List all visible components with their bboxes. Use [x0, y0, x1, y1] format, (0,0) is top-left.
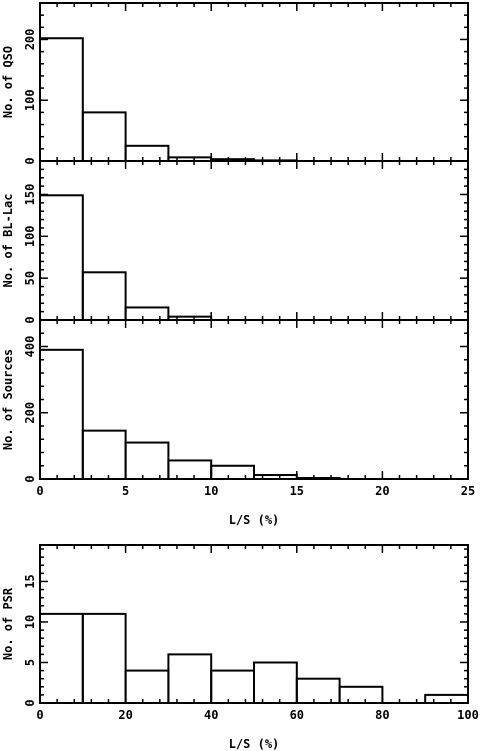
panel-2: 0 50 100 150 No. of BL-Lac [1, 160, 469, 324]
y-tick-label: 200 [23, 29, 37, 51]
y-tick-label: 400 [23, 336, 37, 358]
x-tick-label: 25 [461, 484, 475, 498]
y-tick-label: 100 [23, 89, 37, 111]
histogram-bar [210, 669, 255, 704]
y-tick-label: 0 [23, 699, 37, 706]
histogram-bar [210, 464, 255, 480]
y-axis-label: No. of PSR [1, 587, 15, 660]
y-tick-label: 0 [23, 157, 37, 164]
histogram-bar [81, 111, 127, 162]
histogram-bar [39, 194, 84, 322]
y-axis-label: No. of Sources [1, 349, 15, 450]
y-tick-label: 0 [23, 316, 37, 323]
histogram-bar [424, 693, 470, 705]
histogram-bar [167, 459, 213, 481]
y-tick-label: 200 [23, 402, 37, 424]
histogram-bar [81, 271, 127, 321]
x-tick-label: 5 [122, 484, 129, 498]
y-tick-label: 15 [23, 574, 37, 588]
panel-3: 0 200 400 No. of Sources 0 5 10 15 20 25 L/S (%) [1, 319, 475, 527]
plot-frame [39, 160, 469, 321]
histogram-bar [253, 661, 298, 705]
y-tick-label: 10 [23, 615, 37, 629]
x-tick-label: 0 [36, 708, 43, 722]
y-tick-label: 50 [23, 271, 37, 285]
y-tick-label: 150 [23, 184, 37, 206]
histogram-bar [39, 348, 84, 480]
histogram-bar [39, 612, 84, 704]
histogram-bar [81, 612, 127, 704]
x-axis-label: L/S (%) [229, 513, 280, 527]
histogram-bar [167, 653, 213, 705]
x-tick-label: 60 [290, 708, 304, 722]
panel-1: 0 100 200 No. of QSO [1, 2, 469, 165]
histogram-bar [124, 441, 170, 480]
x-tick-label: 40 [204, 708, 218, 722]
panel-4: 0 5 10 15 No. of PSR 0 20 40 60 80 100 L/S (%) [1, 544, 479, 751]
x-tick-label: 0 [36, 484, 43, 498]
y-tick-label: 5 [23, 659, 37, 666]
x-tick-label: 15 [290, 484, 304, 498]
y-tick-label: 0 [23, 475, 37, 482]
plot-frame [39, 2, 469, 162]
plot-frame [39, 544, 469, 704]
histogram-bar [338, 685, 384, 704]
x-tick-label: 20 [375, 484, 389, 498]
x-tick-label: 80 [375, 708, 389, 722]
histogram-bar [81, 429, 127, 481]
x-axis-label: L/S (%) [229, 737, 280, 751]
x-tick-label: 20 [118, 708, 132, 722]
histogram-bar [124, 669, 170, 704]
histogram-bar [295, 677, 341, 705]
x-tick-label: 10 [204, 484, 218, 498]
y-axis-label: No. of BL-Lac [1, 194, 15, 288]
y-tick-label: 100 [23, 225, 37, 247]
histogram-bar [124, 306, 170, 321]
histogram-bar [124, 144, 170, 163]
x-tick-label: 100 [457, 708, 479, 722]
y-axis-label: No. of QSO [1, 46, 15, 118]
plot-frame [39, 319, 469, 480]
